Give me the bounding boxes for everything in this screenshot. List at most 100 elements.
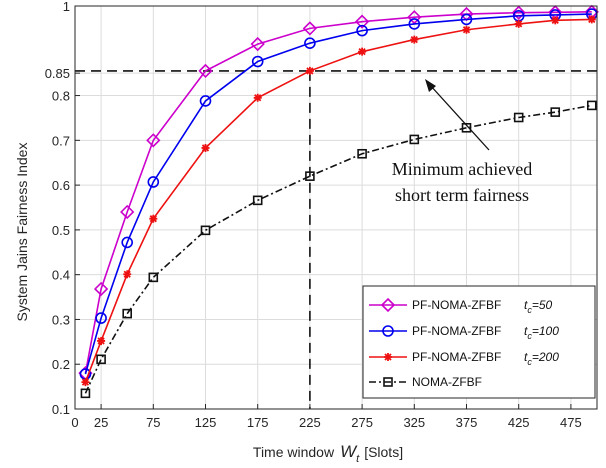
series-1-point-1 <box>95 312 107 324</box>
series-0-point-3 <box>146 133 161 148</box>
series-2-point-2 <box>123 270 132 279</box>
series-0-point-6 <box>302 21 318 36</box>
series-1 <box>79 8 598 380</box>
series-0-point-4 <box>198 63 213 79</box>
y-tick-label-7: 0.8 <box>52 89 70 104</box>
x-tick-label-7: 325 <box>403 415 425 430</box>
series-2-point-8 <box>410 35 419 44</box>
x-tick-label-4: 175 <box>247 415 269 430</box>
legend-entry-1: PF-NOMA-ZFBF tc=100 <box>369 324 559 341</box>
y-tick-label-8: 0.85 <box>45 66 70 81</box>
series-line-1 <box>84 13 592 375</box>
x-tick-label-3: 125 <box>195 415 217 430</box>
y-tick-label-2: 0.3 <box>52 312 70 327</box>
series-2-point-7 <box>358 47 367 56</box>
legend-marker-3 <box>383 377 393 387</box>
series-2-point-1 <box>97 336 106 345</box>
series-3-point-4 <box>200 225 211 236</box>
x-tick-label-8: 375 <box>456 415 478 430</box>
x-axis-label-text: Time window <box>253 444 335 460</box>
x-tick-label-2: 75 <box>146 415 160 430</box>
series-2-point-4 <box>201 143 210 152</box>
y-tick-label-0: 0.1 <box>52 402 70 417</box>
series-3-point-0 <box>80 388 91 399</box>
series-2 <box>81 15 596 387</box>
x-tick-label-1: 25 <box>94 415 108 430</box>
series-1-point-2 <box>121 236 133 249</box>
series-0-point-1 <box>93 281 109 297</box>
series-2-point-6 <box>305 66 314 75</box>
series-2-point-3 <box>149 214 158 223</box>
x-tick-label-10: 475 <box>560 415 582 430</box>
series-3-point-9 <box>461 122 472 133</box>
series-1-point-5 <box>251 55 264 68</box>
legend-entry-3: NOMA-ZFBF <box>369 375 482 389</box>
series-2-point-11 <box>551 16 560 25</box>
y-tick-label-3: 0.4 <box>52 268 70 283</box>
series-3-point-8 <box>409 134 420 145</box>
legend-label-3: NOMA-ZFBF <box>412 375 482 389</box>
annotation-line-2: short term fairness <box>395 185 529 205</box>
series-2-point-5 <box>253 93 262 102</box>
annotation-arrow-line <box>429 84 490 151</box>
series-2-point-10 <box>514 19 523 28</box>
series-3-point-2 <box>122 308 132 319</box>
annotation-line-1: Minimum achieved <box>392 159 532 179</box>
legend-marker-2 <box>384 353 392 361</box>
x-tick-label-5: 225 <box>299 415 321 430</box>
legend-param-2: tc=200 <box>524 350 559 367</box>
x-tick-label-6: 275 <box>351 415 373 430</box>
series-3-point-11 <box>550 107 561 117</box>
annotation: Minimum achieved short term fairness <box>392 79 532 205</box>
series-3-point-5 <box>252 195 263 206</box>
x-tick-label-0: 0 <box>71 415 78 430</box>
series-3-point-3 <box>148 272 159 283</box>
legend-marker-1 <box>382 325 394 337</box>
series-2-point-0 <box>81 378 90 387</box>
x-axis-unit: [Slots] <box>364 444 403 460</box>
legend-label-0: PF-NOMA-ZFBF <box>412 298 501 312</box>
x-tick-label-9: 425 <box>508 415 530 430</box>
series-0-point-7 <box>354 14 370 29</box>
series-0-point-10 <box>511 5 526 20</box>
annotation-arrow-head <box>425 79 436 92</box>
x-axis-subscript: t <box>356 453 360 465</box>
legend-marker-0 <box>380 297 396 313</box>
series-1-point-7 <box>356 24 368 37</box>
series-2-point-9 <box>462 25 471 34</box>
series-3-point-1 <box>96 354 106 365</box>
y-tick-label-6: 0.7 <box>52 133 70 148</box>
series-0-point-2 <box>120 204 135 220</box>
legend-param-1: tc=100 <box>524 324 559 341</box>
series-1-point-4 <box>199 95 212 107</box>
y-tick-label-5: 0.6 <box>52 178 70 193</box>
series-0-point-5 <box>250 36 265 52</box>
series-line-3 <box>84 104 592 394</box>
series-3-point-6 <box>305 171 315 181</box>
legend-entry-2: PF-NOMA-ZFBF tc=200 <box>369 350 559 367</box>
x-axis-symbol: W <box>340 442 358 461</box>
axis-ticks: 0 25 75 125 175 225 275 325 375 425 475 0.1 0.2 0.3 0.… <box>45 0 582 430</box>
series-1-point-8 <box>408 18 421 30</box>
threshold-lines <box>75 70 597 409</box>
series-1-point-9 <box>460 13 473 26</box>
y-axis-label: System Jains Fairness Index <box>14 143 30 322</box>
series-0 <box>78 4 599 381</box>
legend-param-0: tc=50 <box>524 298 553 315</box>
x-axis-label: Time window Wt [Slots] <box>253 442 403 465</box>
legend-label-1: PF-NOMA-ZFBF <box>412 324 501 338</box>
legend-entry-0: PF-NOMA-ZFBF tc=50 <box>369 297 553 315</box>
series-3-point-12 <box>586 100 597 111</box>
series-3-point-10 <box>513 112 524 123</box>
plot-frame <box>74 5 598 410</box>
y-tick-label-9: 1 <box>63 0 70 14</box>
series-1-point-6 <box>304 37 316 49</box>
series-3-point-7 <box>357 148 367 159</box>
y-tick-label-1: 0.2 <box>52 357 70 372</box>
series-1-point-3 <box>147 176 160 188</box>
series-3 <box>80 100 597 399</box>
legend-label-2: PF-NOMA-ZFBF <box>412 350 501 364</box>
series-layer <box>78 4 599 399</box>
series-line-0 <box>84 11 592 374</box>
